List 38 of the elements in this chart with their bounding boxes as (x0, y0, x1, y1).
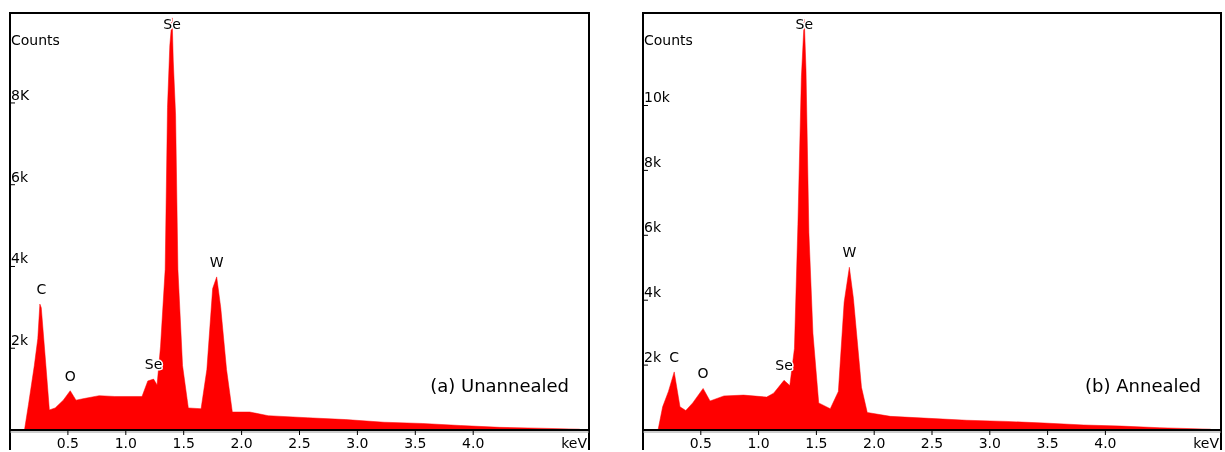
x-tick-label: 3.5 (404, 435, 427, 451)
annotation: Se (775, 357, 793, 374)
x-tick-label: 1.5 (805, 435, 828, 451)
y-tick-label: 10k (644, 89, 671, 106)
y-axis-title: Counts (644, 32, 693, 48)
x-tick-label: 2.5 (920, 435, 944, 451)
annotation: O (697, 365, 709, 382)
y-axis-title: Counts (11, 32, 60, 48)
annotation: O (64, 367, 76, 384)
y-tick-label: 4k (644, 284, 662, 301)
y-tick-label: 4k (11, 250, 29, 267)
annotation: W (842, 244, 857, 261)
x-tick-label: 2.5 (288, 435, 311, 451)
x-tick-label: 3.0 (978, 435, 1001, 451)
x-tick-label: 4.0 (1094, 435, 1117, 451)
annotation: C (36, 281, 47, 298)
y-tick-label: 2k (11, 332, 29, 349)
x-tick-label: 0.5 (56, 435, 80, 451)
x-tick-label: 1.0 (114, 435, 137, 451)
x-tick-label: 1.0 (747, 435, 770, 451)
y-tick-label: 6k (644, 219, 662, 236)
x-tick-label: 3.0 (346, 435, 369, 451)
x-axis-title: keV (561, 435, 588, 451)
annotation: (b) Annealed (1085, 375, 1201, 396)
annotation: (a) Unannealed (430, 375, 569, 396)
x-tick-label: 0.5 (689, 435, 712, 451)
x-tick-label: 4.0 (462, 435, 485, 451)
y-tick-label: 8K (11, 86, 30, 103)
y-tick-label: 2k (644, 349, 662, 366)
annotation: W (209, 253, 224, 270)
x-tick-label: 1.5 (172, 435, 195, 451)
y-tick-label: 8k (644, 154, 662, 171)
y-tick-label: 6k (11, 168, 29, 185)
x-tick-label: 2.0 (230, 435, 253, 451)
x-axis-title: keV (1193, 435, 1220, 451)
annotation: C (669, 348, 680, 365)
x-tick-label: 3.5 (1036, 435, 1059, 451)
x-tick-label: 2.0 (863, 435, 886, 451)
